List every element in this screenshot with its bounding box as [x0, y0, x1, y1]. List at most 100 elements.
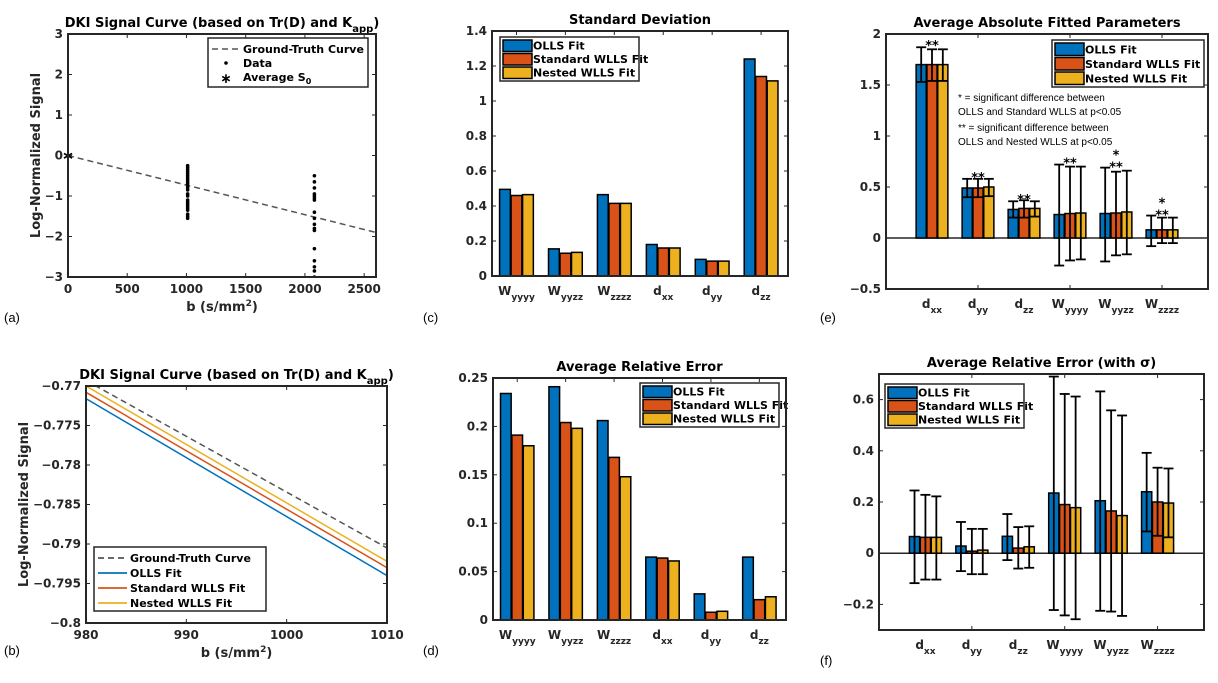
x-tick-label: 0	[64, 282, 72, 296]
significance-marker: **	[1017, 193, 1031, 208]
panel-label: (d)	[423, 643, 439, 658]
x-tick-label: 1010	[370, 628, 403, 642]
bar	[608, 202, 621, 276]
x-tick-label: 1500	[229, 282, 262, 296]
y-tick-label: 1.5	[860, 78, 881, 92]
x-tick-label: 1000	[270, 628, 303, 642]
category-label: dzz	[1009, 638, 1028, 657]
y-tick-label: −0.8	[50, 616, 81, 630]
legend-label: Ground-Truth Curve	[130, 552, 251, 565]
category-label: dyy	[968, 297, 988, 316]
chart-title: Standard Deviation	[569, 13, 711, 28]
bar	[619, 475, 632, 620]
y-tick-label: −0.5	[850, 282, 881, 296]
y-tick-label: 0	[479, 269, 487, 283]
category-label: dyy	[701, 628, 721, 647]
legend-swatch	[887, 399, 918, 413]
category-label: Wyyyy	[1052, 297, 1089, 316]
legend-swatch	[1054, 71, 1085, 86]
significance-marker: **	[971, 171, 985, 186]
x-axis-label: b (s/mm2)	[201, 645, 273, 661]
data-point	[185, 194, 190, 198]
data-point	[185, 208, 190, 212]
y-tick-label: 1.2	[466, 59, 487, 73]
x-tick-label: 990	[174, 628, 199, 642]
y-tick-label: −0.2	[843, 597, 874, 611]
panel-e: (e) Average Absolute Fitted Parameters −0.…	[820, 16, 1209, 325]
series-line-3	[86, 386, 387, 563]
legend-label: OLLS Fit	[130, 567, 182, 580]
y-tick-label: −3	[45, 270, 63, 284]
category-label: Wyyzz	[1093, 638, 1128, 657]
category-label: dxx	[922, 297, 942, 316]
y-tick-label: −0.785	[33, 498, 81, 512]
data-point	[312, 180, 317, 184]
significance-marker: **	[1109, 161, 1123, 176]
annotation-text: ** = significant difference between	[958, 123, 1109, 134]
category-label: Wyyzz	[1098, 297, 1133, 316]
y-tick-label: 0	[866, 546, 874, 560]
bar	[656, 557, 669, 620]
y-tick-label: −0.78	[41, 458, 81, 472]
y-tick-label: −0.795	[33, 577, 81, 591]
data-point	[312, 210, 317, 214]
data-point	[312, 186, 317, 190]
chart-title: Average Relative Error (with σ)	[927, 356, 1156, 371]
chart-title: Average Relative Error	[556, 360, 723, 375]
bar	[645, 556, 658, 620]
bar	[937, 63, 949, 239]
bar	[741, 556, 755, 620]
series-line-0	[94, 386, 387, 549]
y-tick-label: 1	[479, 94, 487, 108]
legend-label: Standard WLLS Fit	[130, 582, 245, 595]
category-label: dyy	[702, 284, 722, 303]
bar	[764, 596, 777, 620]
panel-f: (f) Average Relative Error (with σ) −0.2 0 0…	[820, 356, 1205, 668]
legend-swatch	[502, 66, 533, 80]
axes-box	[67, 33, 377, 278]
data-point	[312, 269, 317, 273]
y-tick-label: −0.77	[41, 379, 81, 393]
y-tick-label: 0	[55, 149, 63, 163]
data-point	[185, 188, 190, 192]
category-label: Wyyyy	[499, 628, 536, 647]
x-tick-label: 980	[73, 628, 98, 642]
significance-marker: **	[1063, 157, 1077, 172]
legend-swatch	[1054, 56, 1085, 71]
y-tick-label: 0.8	[466, 129, 487, 143]
category-label: Wzzzz	[1145, 297, 1179, 316]
legend-label: Nested WLLS Fit	[533, 67, 635, 80]
category-label: dxx	[653, 284, 673, 303]
series-line-1	[86, 397, 387, 577]
y-tick-label: 0.5	[860, 180, 881, 194]
chart-title: DKI Signal Curve (based on Tr(D) and Kap…	[65, 16, 380, 35]
category-label: Wyyyy	[1046, 638, 1083, 657]
legend-label: OLLS Fit	[1085, 44, 1137, 57]
category-label: dzz	[752, 284, 771, 303]
bar	[499, 392, 512, 620]
legend-label: Nested WLLS Fit	[1085, 73, 1187, 86]
data-point	[312, 228, 317, 233]
plot-area	[498, 58, 779, 276]
y-tick-label: 1	[55, 108, 63, 122]
category-label: Wzzzz	[1140, 638, 1174, 657]
data-point	[312, 222, 317, 227]
y-tick-label: 0.4	[853, 444, 874, 458]
significance-marker: **	[1155, 209, 1169, 224]
bar	[716, 610, 729, 620]
data-point	[312, 173, 317, 178]
bar	[693, 593, 706, 620]
data-point	[312, 259, 317, 263]
panel-a: (a) DKI Signal Curve (based on Tr(D) and …	[4, 16, 381, 325]
panel-label: (c)	[423, 310, 438, 325]
annotation-text: * = significant difference between	[958, 93, 1105, 104]
y-tick-label: 0.2	[466, 234, 487, 248]
data-point	[312, 246, 317, 251]
annotation-text: OLLS and Standard WLLS at p<0.05	[958, 107, 1122, 118]
legend-swatch	[642, 385, 673, 399]
y-tick-label: −2	[45, 230, 63, 244]
